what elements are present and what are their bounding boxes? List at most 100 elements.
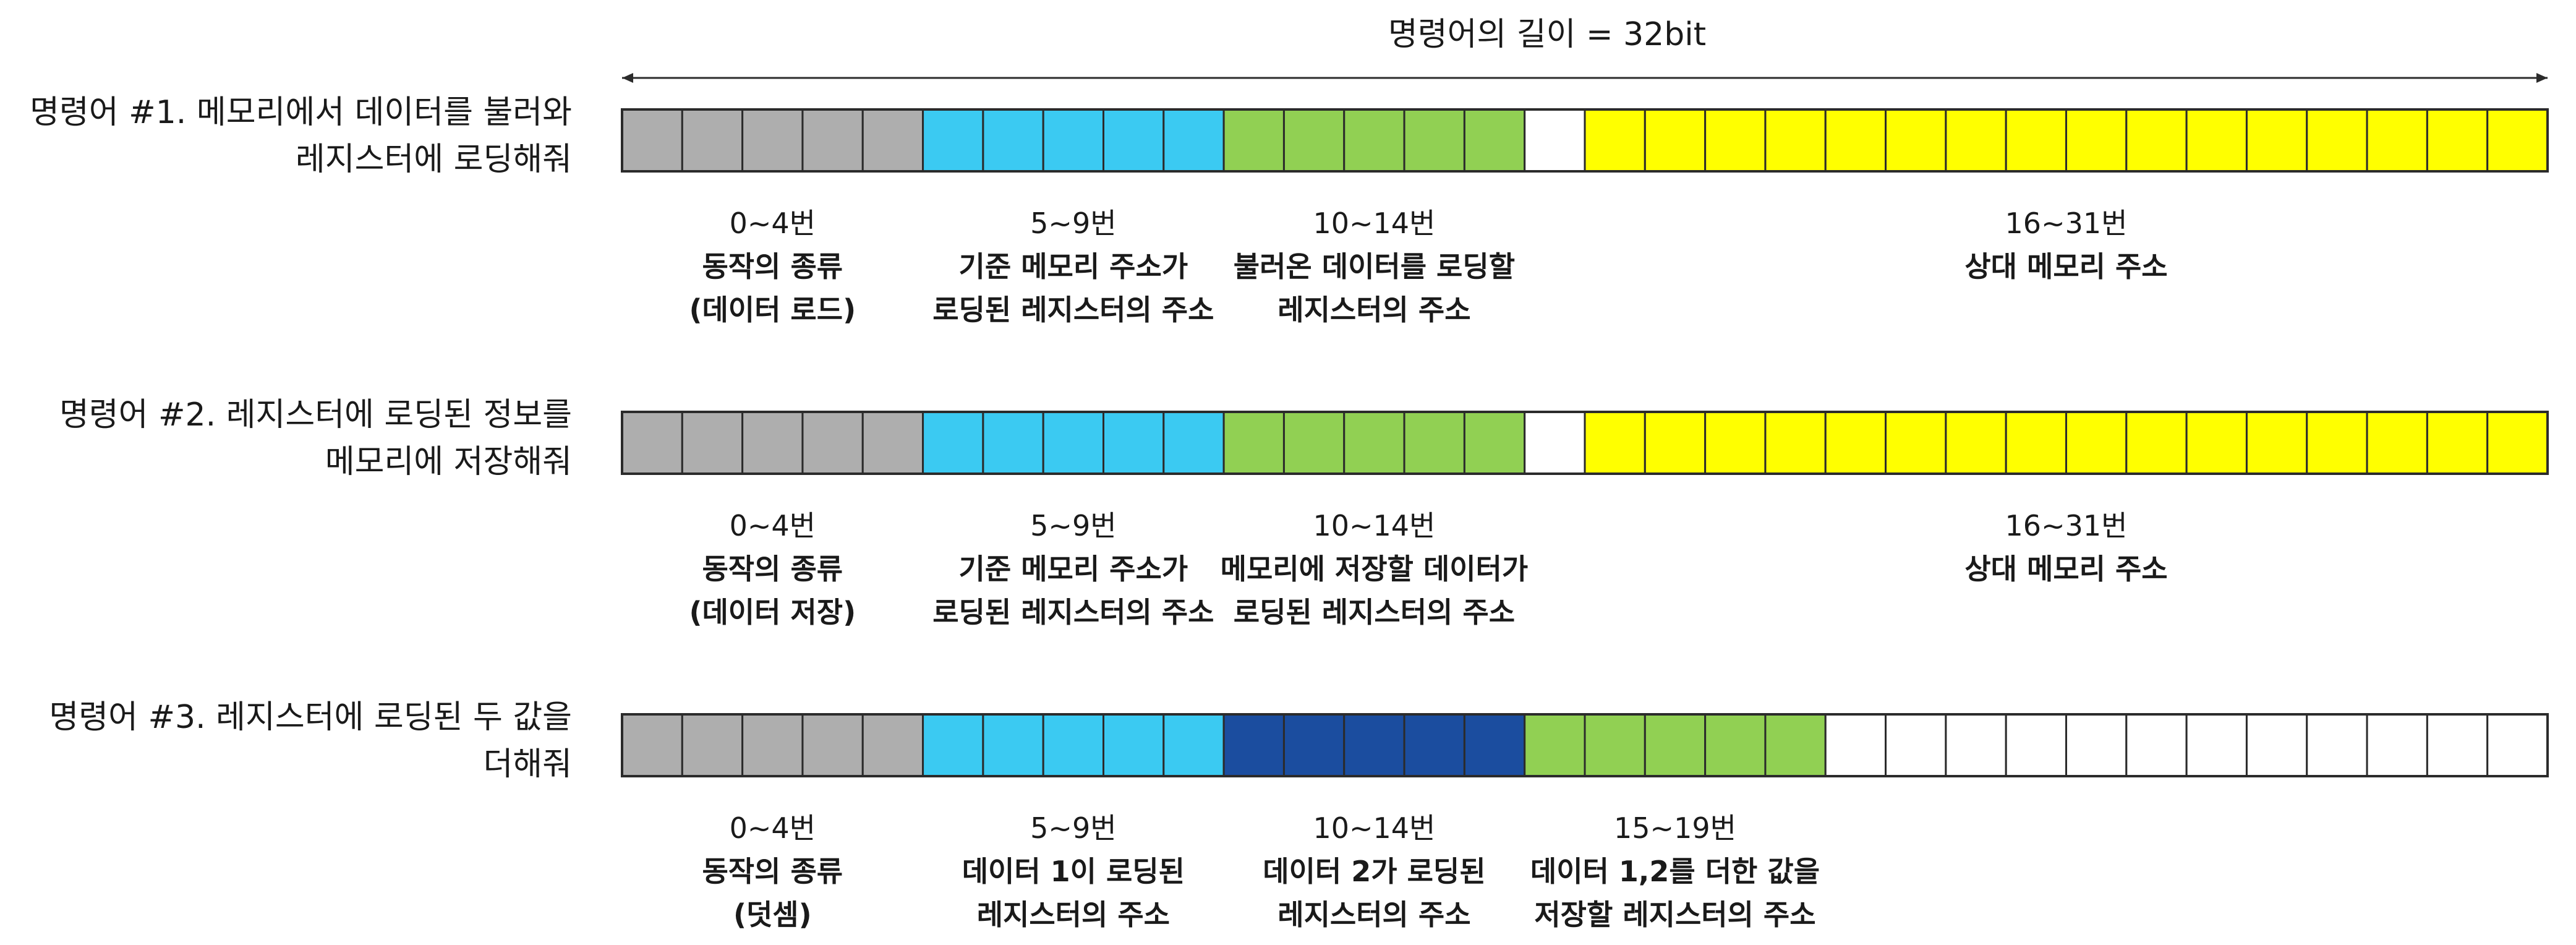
bit-cell bbox=[1764, 713, 1827, 777]
field-description: 메모리에 저장할 데이터가 bbox=[1221, 552, 1529, 586]
bit-cell bbox=[1282, 108, 1346, 173]
field-description: 레지스터의 주소 bbox=[977, 898, 1170, 931]
bit-cell bbox=[2125, 411, 2188, 475]
field-bit-range: 15~19번 bbox=[1614, 811, 1736, 845]
bit-cell bbox=[1885, 713, 1947, 777]
bit-cell bbox=[2366, 108, 2428, 173]
field-bit-range: 5~9번 bbox=[1030, 207, 1116, 240]
instruction-label: 명령어 #2. 레지스터에 로딩된 정보를 bbox=[59, 396, 572, 434]
bit-cell bbox=[2065, 411, 2128, 475]
bit-cell bbox=[741, 411, 804, 475]
bit-cell bbox=[1282, 411, 1346, 475]
bit-cell bbox=[1042, 411, 1104, 475]
field-description: 동작의 종류 bbox=[702, 250, 843, 283]
bit-cell bbox=[2366, 713, 2428, 777]
bit-cell bbox=[2065, 713, 2128, 777]
bit-cell bbox=[1524, 713, 1586, 777]
bit-cell bbox=[1343, 108, 1405, 173]
bit-cell bbox=[2245, 411, 2308, 475]
bit-cell bbox=[1704, 713, 1767, 777]
bit-cell bbox=[1824, 713, 1887, 777]
bit-cell bbox=[1282, 713, 1346, 777]
bit-cell bbox=[621, 713, 683, 777]
instruction-label: 더해줘 bbox=[483, 746, 572, 783]
bit-cell bbox=[1584, 108, 1646, 173]
bit-cell bbox=[801, 713, 864, 777]
bit-cell bbox=[2426, 108, 2489, 173]
bit-cell bbox=[2426, 411, 2489, 475]
field-description: 로딩된 레지스터의 주소 bbox=[932, 293, 1214, 327]
bit-cell bbox=[2486, 411, 2549, 475]
field-bit-range: 5~9번 bbox=[1030, 509, 1116, 542]
bit-cell bbox=[2005, 713, 2067, 777]
bit-cell bbox=[1403, 713, 1465, 777]
bit-cell bbox=[2306, 411, 2368, 475]
bit-cell bbox=[1162, 713, 1225, 777]
bit-cell bbox=[1524, 411, 1586, 475]
bit-cell bbox=[1162, 411, 1225, 475]
bit-bar-border bbox=[621, 713, 2549, 777]
field-bit-range: 16~31번 bbox=[2005, 207, 2128, 240]
bit-cell bbox=[1824, 108, 1887, 173]
bit-cell bbox=[861, 108, 924, 173]
field-description: 상대 메모리 주소 bbox=[1964, 250, 2167, 283]
bit-cell bbox=[1704, 108, 1767, 173]
bit-cell bbox=[1644, 108, 1707, 173]
bit-cell bbox=[922, 411, 984, 475]
field-bit-range: 0~4번 bbox=[730, 811, 816, 845]
bit-cell bbox=[1222, 713, 1285, 777]
bit-cell bbox=[1945, 411, 2007, 475]
instruction-label: 레지스터에 로딩해줘 bbox=[296, 141, 572, 178]
bit-cell bbox=[982, 108, 1044, 173]
bit-cell bbox=[681, 108, 744, 173]
field-bit-range: 10~14번 bbox=[1313, 811, 1435, 845]
bit-cell bbox=[1945, 713, 2007, 777]
field-description: (데이터 저장) bbox=[689, 596, 856, 629]
field-description: 저장할 레지스터의 주소 bbox=[1534, 898, 1815, 931]
field-description: (덧셈) bbox=[733, 898, 812, 931]
field-bit-range: 10~14번 bbox=[1313, 509, 1435, 542]
bit-cell bbox=[1222, 108, 1285, 173]
bit-cell bbox=[1945, 108, 2007, 173]
bit-cell bbox=[741, 713, 804, 777]
bit-cell bbox=[1403, 411, 1465, 475]
bit-cell bbox=[801, 411, 864, 475]
instruction-label: 명령어 #1. 메모리에서 데이터를 불러와 bbox=[30, 94, 572, 131]
bit-cell bbox=[621, 108, 683, 173]
bit-cell bbox=[1343, 411, 1405, 475]
bit-cell bbox=[1162, 108, 1225, 173]
bit-cell bbox=[2005, 108, 2067, 173]
field-bit-range: 10~14번 bbox=[1313, 207, 1435, 240]
bit-cell bbox=[1764, 411, 1827, 475]
bit-cell bbox=[922, 713, 984, 777]
bit-bar-border bbox=[621, 411, 2549, 475]
field-bit-range: 0~4번 bbox=[730, 509, 816, 542]
bit-cell bbox=[1824, 411, 1887, 475]
field-description: 상대 메모리 주소 bbox=[1964, 552, 2167, 586]
field-description: 레지스터의 주소 bbox=[1277, 898, 1470, 931]
bit-cell bbox=[2426, 713, 2489, 777]
bit-cell bbox=[2185, 108, 2248, 173]
bit-cell bbox=[2125, 108, 2188, 173]
bit-cell bbox=[801, 108, 864, 173]
bit-cell bbox=[2185, 411, 2248, 475]
instruction-label: 메모리에 저장해줘 bbox=[325, 443, 572, 481]
bit-cell bbox=[1102, 411, 1165, 475]
bit-cell bbox=[861, 411, 924, 475]
field-description: 불러온 데이터를 로딩할 bbox=[1234, 250, 1515, 283]
bit-cell bbox=[1704, 411, 1767, 475]
bit-cell bbox=[1102, 713, 1165, 777]
field-description: (데이터 로드) bbox=[689, 293, 856, 327]
bit-cell bbox=[2486, 713, 2549, 777]
bit-cell bbox=[1343, 713, 1405, 777]
bit-cell bbox=[982, 713, 1044, 777]
bit-cell bbox=[922, 108, 984, 173]
bit-cell bbox=[1463, 713, 1526, 777]
bit-cell bbox=[2306, 713, 2368, 777]
bit-cell bbox=[1463, 108, 1526, 173]
instruction-label: 명령어 #3. 레지스터에 로딩된 두 값을 bbox=[49, 699, 572, 736]
bit-cell bbox=[2486, 108, 2549, 173]
